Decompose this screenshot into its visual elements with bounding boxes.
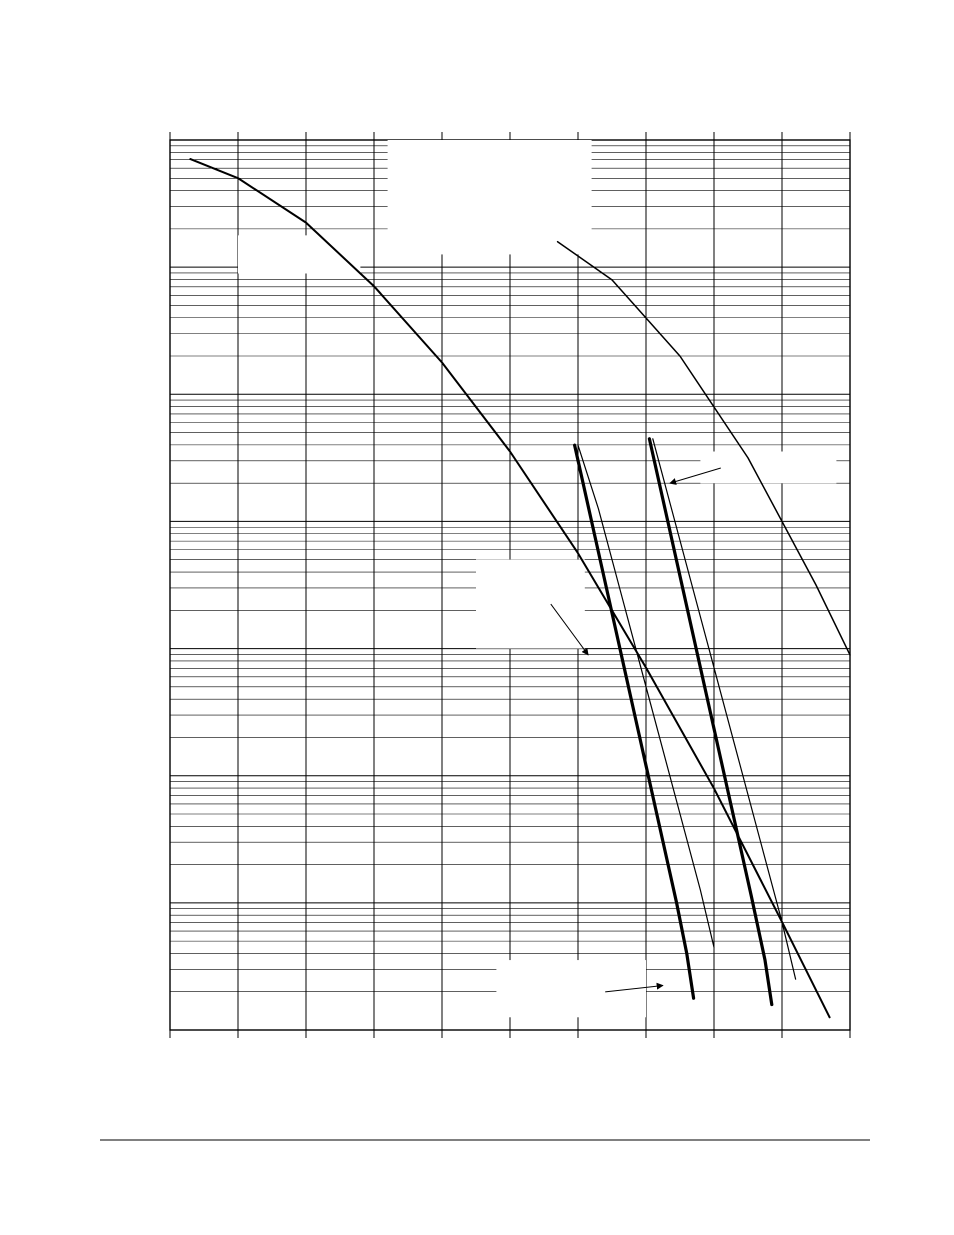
chart-container bbox=[0, 0, 954, 1235]
chart-svg bbox=[0, 0, 954, 1235]
